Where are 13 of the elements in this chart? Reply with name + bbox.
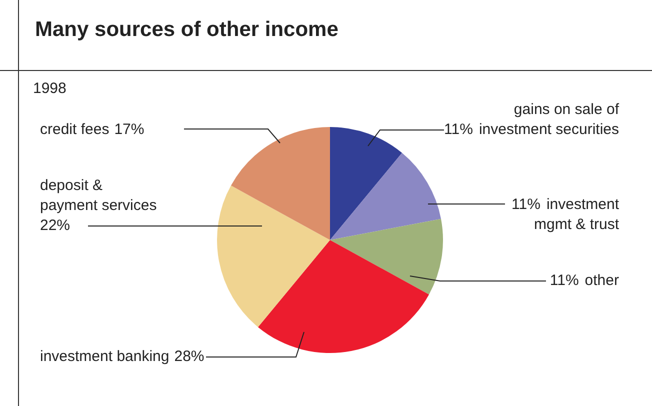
slice-label: credit fees [40, 121, 110, 138]
data-label: 11% [512, 196, 540, 214]
chart-title: Many sources of other income [35, 18, 338, 42]
data-label: 22% [40, 217, 70, 234]
slice-label: investment banking [40, 348, 170, 366]
data-label: 11% [444, 121, 473, 138]
slice-label: deposit & payment services [40, 177, 157, 214]
data-label: 11% [550, 272, 579, 290]
data-label: 17% [114, 121, 144, 138]
slice-label: gains on sale of investment securities [478, 101, 620, 138]
data-label: 28% [174, 348, 204, 366]
slice-label: other [584, 272, 619, 290]
chart-subtitle: 1998 [33, 80, 66, 97]
